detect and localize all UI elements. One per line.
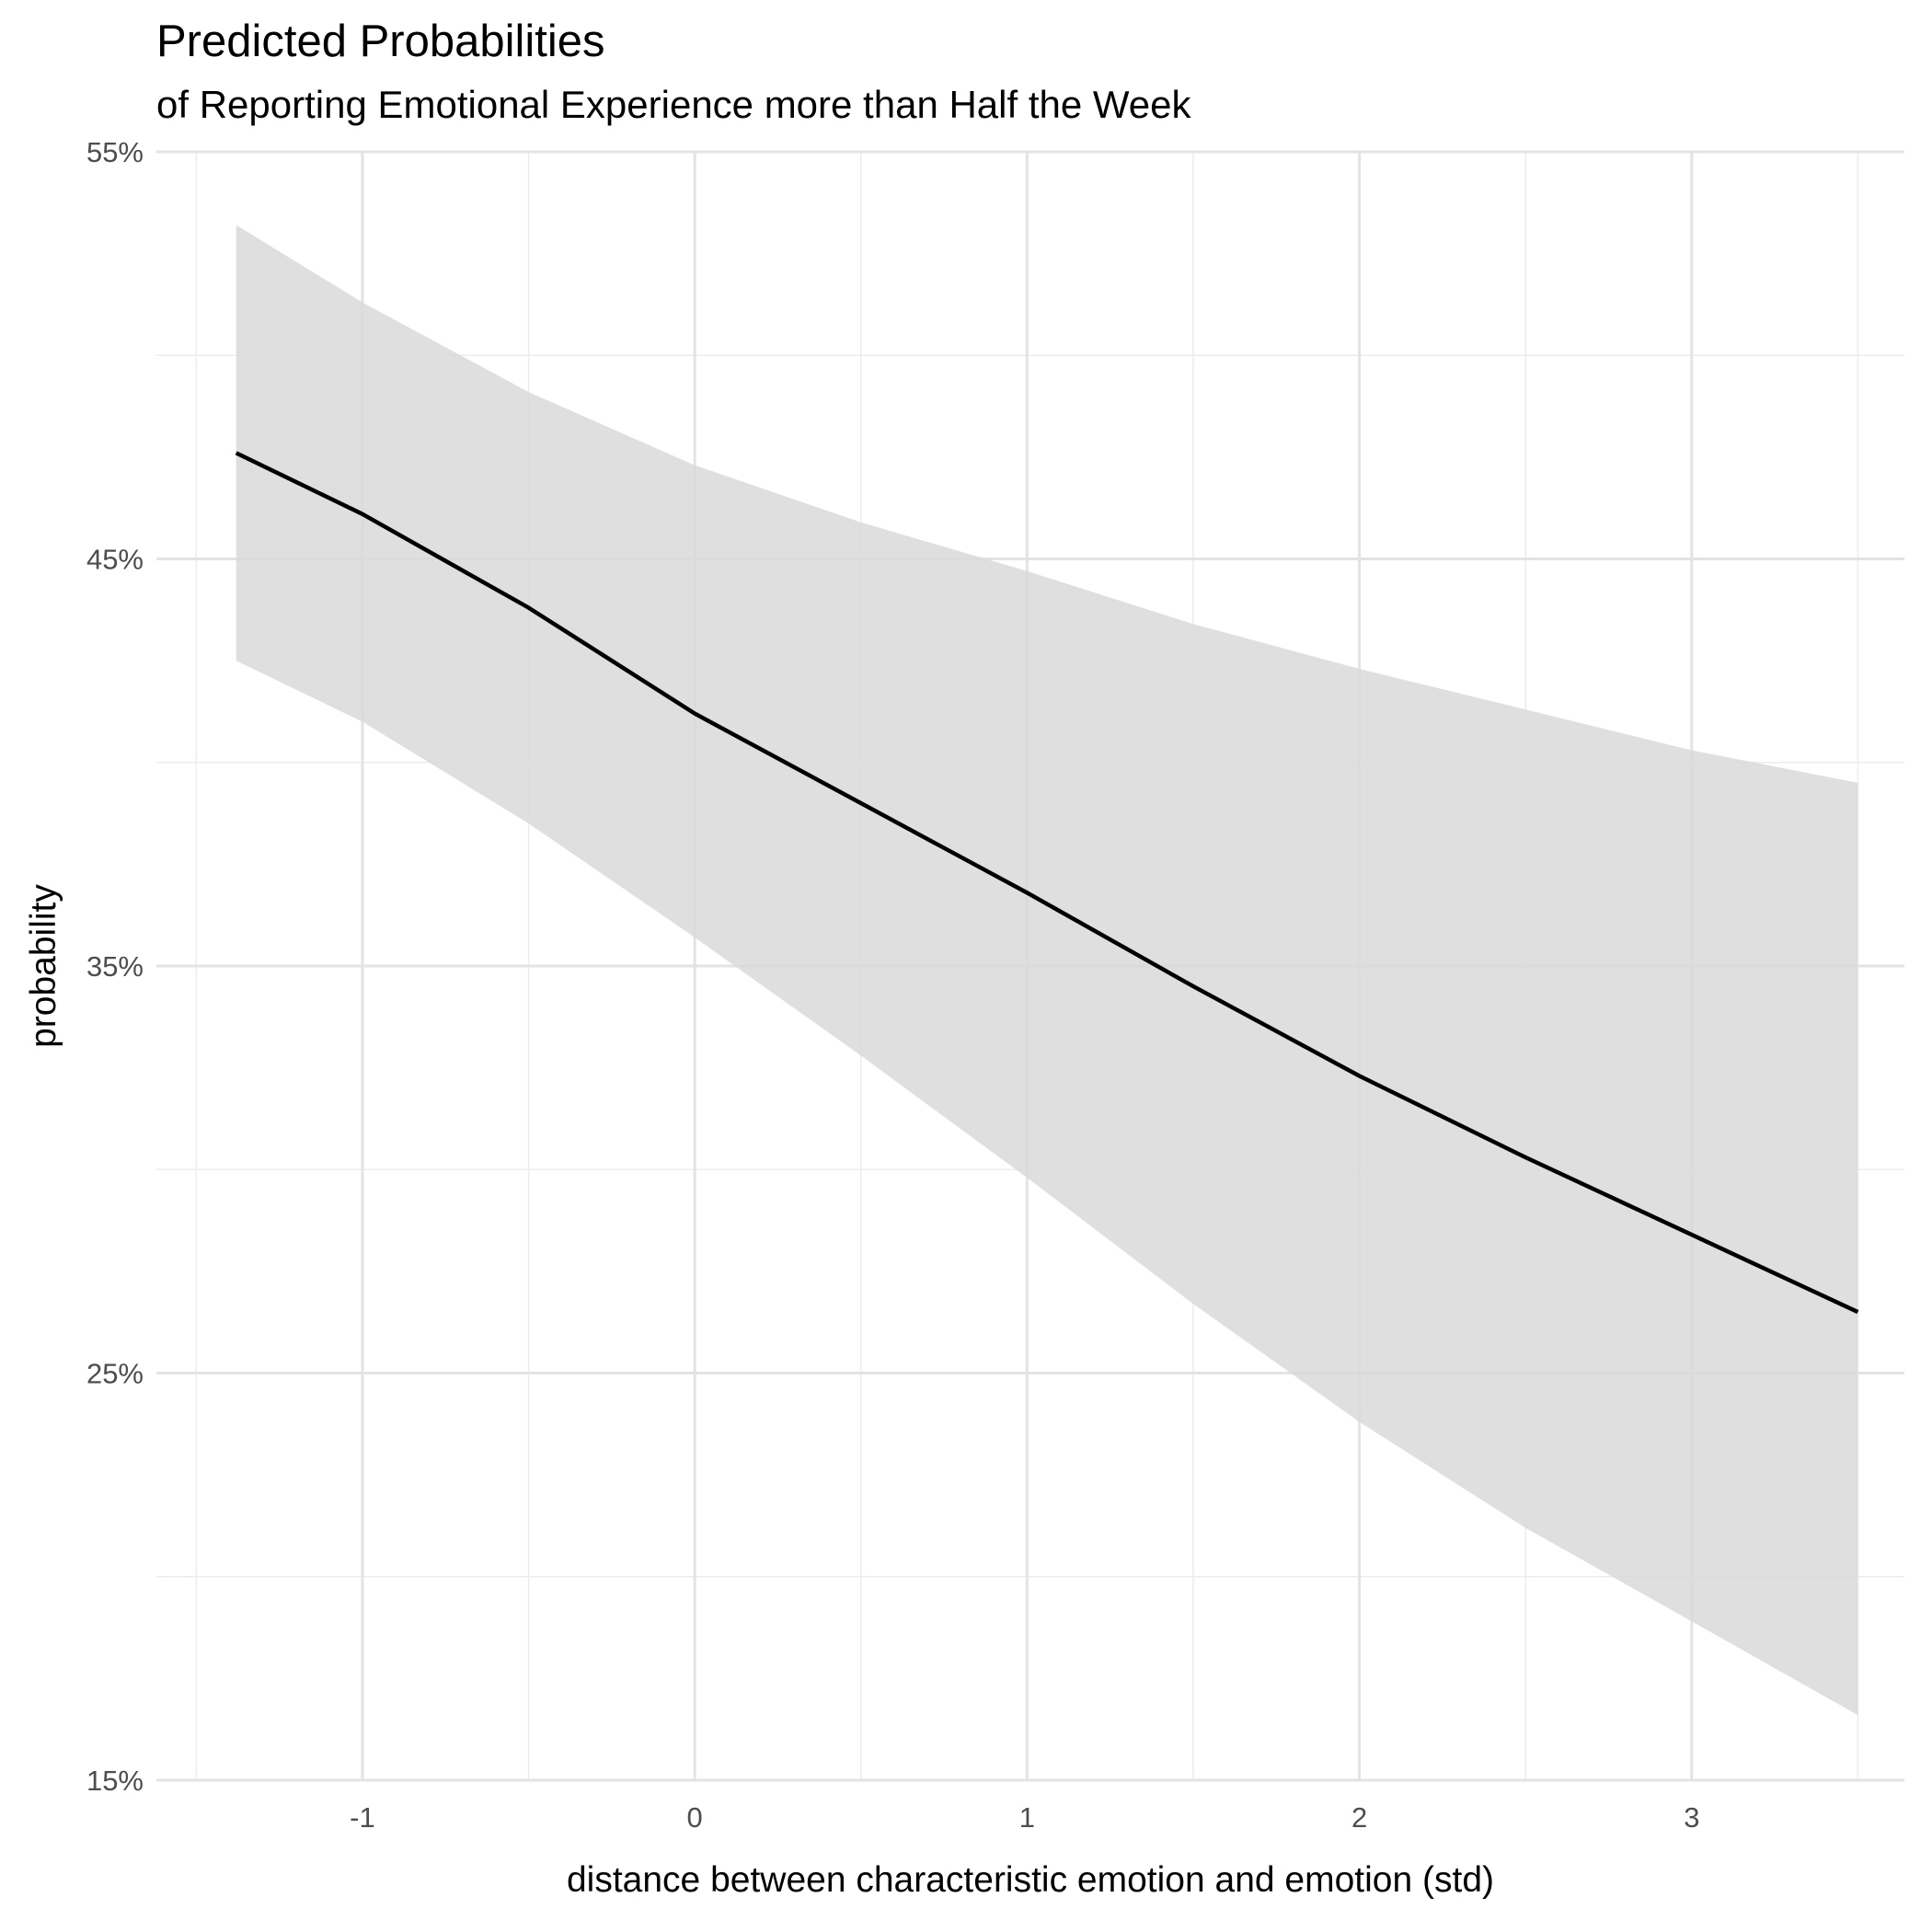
x-axis-title: distance between characteristic emotion … — [567, 1860, 1494, 1900]
x-tick-label: 2 — [1351, 1801, 1367, 1834]
x-tick-label: 3 — [1684, 1801, 1699, 1834]
confidence-ribbon-layer — [236, 224, 1858, 1716]
x-axis-ticks: -1 0 1 2 3 — [350, 1801, 1699, 1834]
x-tick-label: -1 — [350, 1801, 375, 1834]
y-tick-label: 35% — [86, 950, 144, 983]
chart-subtitle: of Reporting Emotional Experience more t… — [156, 83, 1191, 126]
y-tick-label: 45% — [86, 544, 144, 576]
x-tick-label: 0 — [687, 1801, 703, 1834]
y-tick-label: 25% — [86, 1358, 144, 1390]
prediction-line-layer — [235, 451, 1859, 1315]
y-axis-title: probability — [24, 884, 63, 1048]
y-tick-label: 15% — [86, 1765, 144, 1797]
prediction-line — [235, 451, 1859, 1315]
x-tick-label: 1 — [1019, 1801, 1035, 1834]
y-axis-ticks: 15% 25% 35% 45% 55% — [86, 136, 144, 1797]
chart-title: Predicted Probabilities — [156, 17, 605, 66]
y-tick-label: 55% — [86, 136, 144, 168]
confidence-ribbon — [236, 224, 1858, 1716]
